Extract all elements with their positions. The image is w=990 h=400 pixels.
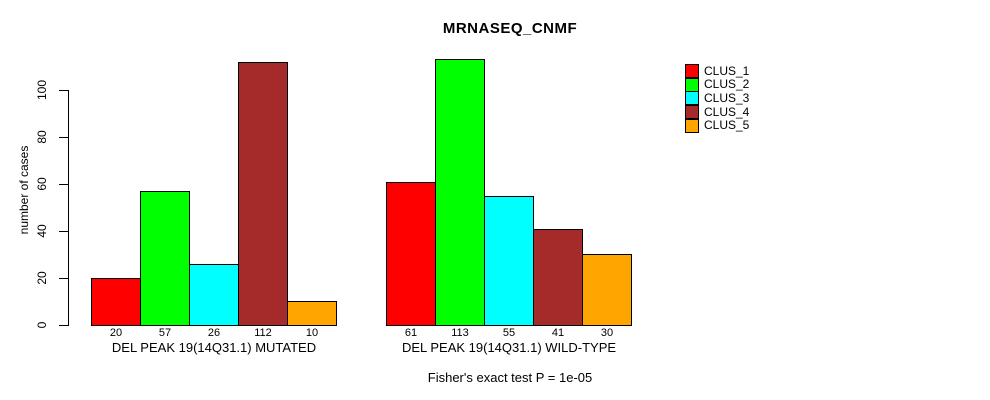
bar-clus-2-group1 xyxy=(140,191,190,326)
annotation-fishers-test: Fisher's exact test P = 1e-05 xyxy=(427,370,593,385)
legend-item-clus-4: CLUS_4 xyxy=(685,104,750,120)
bar-clus-4-group2 xyxy=(533,229,583,326)
bar-clus-1-group2 xyxy=(386,182,436,326)
legend-item-clus-3: CLUS_3 xyxy=(685,90,750,106)
y-axis-tick xyxy=(59,231,68,232)
legend-swatch-icon xyxy=(685,105,699,120)
y-axis-tick-label: 40 xyxy=(35,224,49,238)
y-axis-tick xyxy=(59,278,68,279)
legend-swatch-icon xyxy=(685,64,699,78)
bar-value-label: 61 xyxy=(404,327,418,339)
x-group-label: DEL PEAK 19(14Q31.1) WILD-TYPE xyxy=(401,340,617,355)
bar-value-label: 112 xyxy=(254,327,272,339)
bar-value-label: 26 xyxy=(207,327,221,339)
bar-value-label: 57 xyxy=(158,327,172,339)
legend-label: CLUS_4 xyxy=(704,104,750,119)
y-axis-tick-label: 100 xyxy=(35,79,49,101)
y-axis-line xyxy=(68,90,69,326)
chart-title: MRNASEQ_CNMF xyxy=(442,20,578,37)
bar-value-label: 10 xyxy=(305,327,319,339)
legend-label: CLUS_5 xyxy=(704,118,750,133)
legend-swatch-icon xyxy=(685,77,699,92)
bar-clus-3-group2 xyxy=(484,196,534,326)
bar-clus-2-group2 xyxy=(435,59,485,326)
y-axis-tick xyxy=(59,137,68,138)
bar-value-label: 30 xyxy=(600,327,614,339)
bar-value-label: 41 xyxy=(551,327,565,339)
y-axis-tick-label: 0 xyxy=(35,321,49,329)
y-axis-tick xyxy=(59,325,68,326)
legend-swatch-icon xyxy=(685,91,699,106)
legend-item-clus-1: CLUS_1 xyxy=(685,63,750,78)
bar-value-label: 20 xyxy=(109,327,123,339)
bar-clus-1-group1 xyxy=(91,278,141,326)
bar-value-label: 113 xyxy=(451,327,469,339)
x-group-label: DEL PEAK 19(14Q31.1) MUTATED xyxy=(111,340,317,355)
legend-item-clus-5: CLUS_5 xyxy=(685,118,750,133)
y-axis-tick-label: 20 xyxy=(35,271,49,285)
legend-label: CLUS_2 xyxy=(704,77,750,92)
y-axis-tick xyxy=(59,184,68,185)
y-axis-tick-label: 60 xyxy=(35,177,49,191)
y-axis-tick-label: 80 xyxy=(35,130,49,144)
bar-clus-4-group1 xyxy=(238,62,288,326)
legend-item-clus-2: CLUS_2 xyxy=(685,77,750,92)
bar-value-label: 55 xyxy=(502,327,516,339)
legend-swatch-icon xyxy=(685,118,699,133)
bar-clus-3-group1 xyxy=(189,264,239,326)
y-axis-tick xyxy=(59,90,68,91)
legend-label: CLUS_1 xyxy=(704,63,750,78)
bar-clus-5-group2 xyxy=(582,254,632,326)
legend-label: CLUS_3 xyxy=(704,90,750,105)
bar-clus-5-group1 xyxy=(287,301,337,326)
